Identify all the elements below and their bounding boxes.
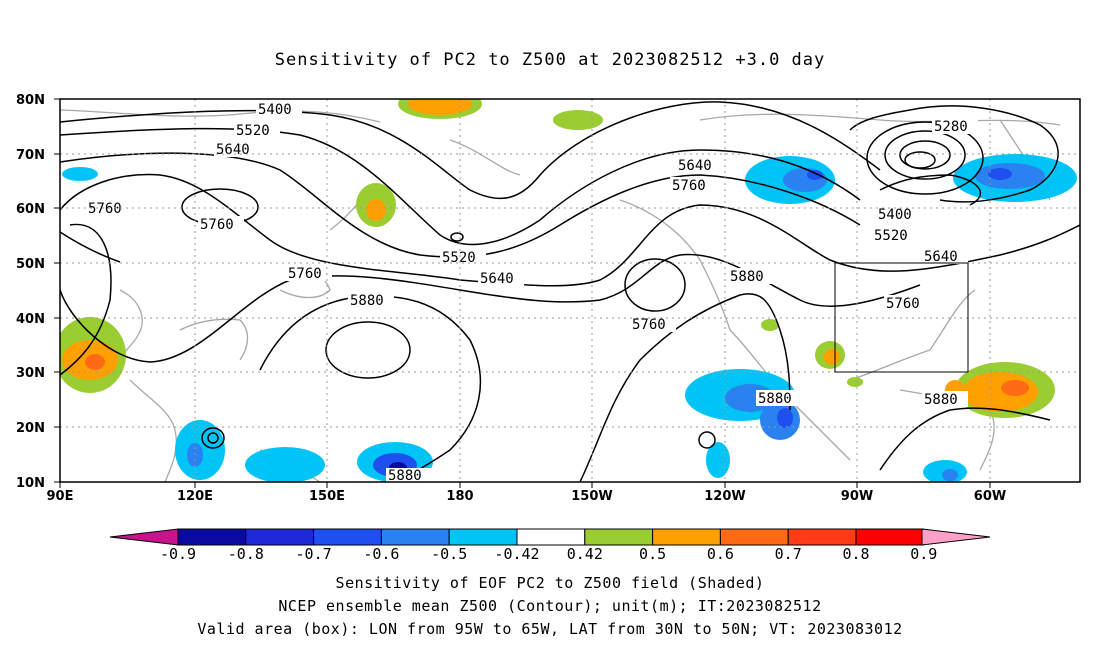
colorbar-tick-label: -0.7: [296, 545, 332, 563]
positive-sensitivity-shading: [60, 99, 1055, 418]
contour-label: 5880: [758, 391, 792, 407]
contour-label: 5880: [730, 269, 764, 285]
colorbar-tick-label: -0.8: [228, 545, 264, 563]
contour-label: 5640: [216, 142, 250, 158]
lon-tick-label: 90W: [841, 489, 873, 504]
footer-line-2: NCEP ensemble mean Z500 (Contour); unit(…: [278, 597, 822, 615]
colorbar-swatch: [448, 528, 518, 546]
contour-label: 5880: [388, 468, 422, 484]
contour-label: 5760: [886, 296, 920, 312]
contour-label: 5880: [350, 293, 384, 309]
map-gridlines: [60, 99, 1080, 482]
negative-sensitivity-shading: [62, 154, 1077, 482]
lat-tick-label: 80N: [16, 93, 45, 108]
contour-label: 5520: [874, 228, 908, 244]
lat-tick-label: 30N: [16, 366, 45, 381]
lat-tick-label: 40N: [16, 312, 45, 327]
map-plot-area: [60, 99, 1080, 482]
colorbar-tick-label: -0.42: [494, 545, 539, 563]
colorbar-tick-label: 0.42: [567, 545, 603, 563]
contour-label: 5640: [480, 271, 514, 287]
colorbar-swatch: [516, 528, 586, 546]
lon-tick-label: 180: [446, 489, 473, 504]
colorbar-tick-label: 0.7: [775, 545, 802, 563]
axis-ticks: [54, 98, 991, 488]
colorbar-swatch: [652, 528, 721, 546]
valid-area-box: [834, 262, 969, 373]
contour-label: 5760: [288, 266, 322, 282]
contour-label: 5640: [678, 158, 712, 174]
contour-label: 5880: [924, 392, 958, 408]
latitude-axis: 80N 70N 60N 50N 40N 30N 20N 10N: [16, 93, 45, 491]
colorbar-tick-label: 0.9: [910, 545, 937, 563]
lon-tick-label: 120E: [177, 489, 213, 504]
lon-tick-label: 150E: [309, 489, 345, 504]
colorbar-swatch: [719, 528, 789, 546]
colorbar-tick-label: -0.9: [160, 545, 196, 563]
lat-tick-label: 60N: [16, 202, 45, 217]
lat-tick-label: 10N: [16, 476, 45, 491]
colorbar: -0.9 -0.8 -0.7 -0.6 -0.5 -0.42 0.42 0.5 0.6 0.7 0.…: [109, 528, 991, 563]
contour-label: 5520: [236, 123, 270, 139]
colorbar-swatch: [855, 528, 925, 546]
colorbar-swatch: [245, 528, 315, 546]
lat-tick-label: 50N: [16, 257, 45, 272]
footer-line-3: Valid area (box): LON from 95W to 65W, L…: [197, 620, 903, 638]
lon-tick-label: 150W: [571, 489, 612, 504]
contour-label: 5640: [924, 249, 958, 265]
footer-line-1: Sensitivity of EOF PC2 to Z500 field (Sh…: [335, 574, 765, 592]
map-frame: [59, 98, 1081, 483]
colorbar-high-end: [921, 528, 991, 546]
lat-tick-label: 70N: [16, 148, 45, 163]
contour-labels: 5400 5520 5640 5760 5760 5760 5880 5880 …: [86, 101, 978, 484]
contour-label: 5280: [934, 119, 968, 135]
colorbar-swatch: [177, 528, 247, 546]
closed-contours: [181, 121, 984, 449]
contour-label: 5760: [632, 317, 666, 333]
longitude-axis: 90E 120E 150E 180 150W 120W 90W 60W: [47, 489, 1007, 504]
colorbar-tick-label: 0.5: [639, 545, 666, 563]
contour-label: 5760: [88, 201, 122, 217]
colorbar-tick-label: 0.8: [842, 545, 869, 563]
contour-label: 5520: [442, 250, 476, 266]
lon-tick-label: 90E: [47, 489, 74, 504]
lat-tick-label: 20N: [16, 421, 45, 436]
figure-title: Sensitivity of PC2 to Z500 at 2023082512…: [274, 50, 826, 70]
lon-tick-label: 60W: [974, 489, 1006, 504]
colorbar-tick-label: 0.6: [707, 545, 734, 563]
contour-label: 5400: [258, 102, 292, 118]
colorbar-swatch: [584, 528, 654, 546]
colorbar-low-end: [109, 528, 179, 546]
contour-label: 5760: [200, 217, 234, 233]
colorbar-tick-label: -0.6: [363, 545, 399, 563]
contour-label: 5400: [878, 207, 912, 223]
contour-label: 5760: [672, 178, 706, 194]
colorbar-swatch: [787, 528, 857, 546]
colorbar-tick-label: -0.5: [431, 545, 467, 563]
lon-tick-label: 120W: [704, 489, 745, 504]
colorbar-swatch: [313, 528, 382, 546]
colorbar-swatch: [380, 528, 450, 546]
